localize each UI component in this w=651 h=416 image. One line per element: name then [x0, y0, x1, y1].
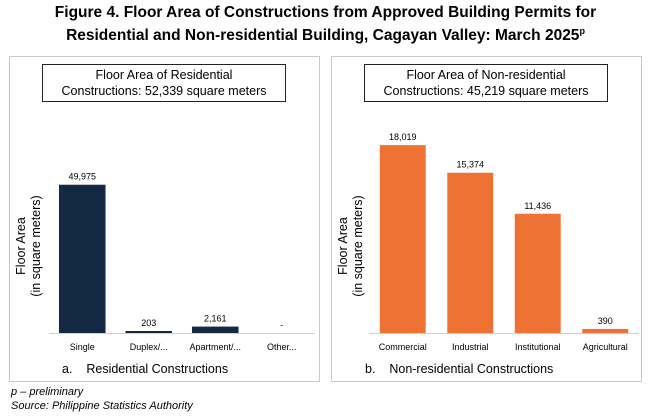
nonresidential-total-line1: Floor Area of Non-residential: [406, 68, 566, 82]
figure-title-line1: Figure 4. Floor Area of Constructions fr…: [54, 4, 597, 21]
footnote-preliminary: p – preliminary: [11, 386, 84, 398]
nonresidential-caption-marker: b.: [365, 362, 376, 376]
nonresidential-tick-label-1: Industrial: [452, 342, 489, 352]
nonresidential-bar-chart: 18,019 Commercial 15,374 Industrial 11,436 In…: [369, 132, 639, 352]
footnote-source: Source: Philippine Statistics Authority: [11, 400, 193, 412]
residential-bar-0: [58, 184, 106, 333]
residential-data-label-1: 203: [141, 318, 156, 328]
nonresidential-tick-label-2: Institutional: [515, 342, 561, 352]
nonresidential-tick-label-3: Agricultural: [583, 342, 628, 352]
nonresidential-caption: b. Non-residential Constructions: [365, 362, 553, 376]
residential-tick-label-1: Duplex/...: [130, 342, 168, 352]
nonresidential-data-label-2: 11,436: [524, 201, 551, 211]
figure-title: Figure 4. Floor Area of Constructions fr…: [0, 3, 651, 45]
nonresidential-total-box: Floor Area of Non-residential Constructi…: [364, 64, 608, 102]
figure-title-line2-text: Residential and Non-residential Building…: [66, 27, 580, 44]
nonresidential-y-axis-label: Floor Area (in square meters): [336, 176, 368, 316]
nonresidential-bar-1: [447, 172, 494, 333]
residential-tick-label-2: Apartment/...: [189, 342, 241, 352]
residential-bar-chart: 49,975 Single 203 Duplex/... 2,161 Apartment/…: [49, 172, 315, 352]
residential-data-label-0: 49,975: [68, 172, 96, 182]
nonresidential-y-axis-label-line1: Floor Area: [336, 217, 350, 275]
residential-tick-label-0: Single: [70, 342, 95, 352]
residential-data-label-2: 2,161: [204, 314, 227, 324]
residential-caption: a. Residential Constructions: [62, 362, 228, 376]
residential-y-axis-label: Floor Area (in square meters): [14, 176, 46, 316]
residential-y-axis-label-line1: Floor Area: [14, 217, 28, 275]
nonresidential-data-label-3: 390: [598, 316, 613, 326]
nonresidential-data-label-1: 15,374: [456, 160, 484, 170]
residential-caption-marker: a.: [62, 362, 73, 376]
nonresidential-tick-label-0: Commercial: [379, 342, 427, 352]
nonresidential-caption-text: Non-residential Constructions: [389, 362, 554, 376]
residential-total-line2: Constructions: 52,339 square meters: [61, 84, 267, 98]
residential-data-label-3: -: [280, 320, 283, 330]
residential-bar-1: [125, 331, 173, 333]
residential-y-axis-label-line2: (in square meters): [29, 195, 43, 297]
residential-chart-panel: 49,975 Single 203 Duplex/... 2,161 Apartment/…: [9, 56, 320, 382]
nonresidential-bar-0: [379, 145, 426, 333]
nonresidential-y-axis-label-line2: (in square meters): [351, 195, 365, 297]
residential-total-line1: Floor Area of Residential: [95, 68, 233, 82]
nonresidential-chart-panel: 18,019 Commercial 15,374 Industrial 11,436 In…: [331, 56, 642, 382]
nonresidential-bar-2: [514, 213, 561, 333]
nonresidential-total-line2: Constructions: 45,219 square meters: [383, 84, 589, 98]
residential-caption-text: Residential Constructions: [86, 362, 229, 376]
residential-tick-label-3: Other...: [267, 342, 297, 352]
nonresidential-data-label-0: 18,019: [389, 132, 417, 142]
preliminary-superscript: p: [579, 26, 585, 36]
residential-bar-2: [191, 326, 239, 333]
nonresidential-bar-3: [582, 328, 629, 333]
residential-total-box: Floor Area of Residential Constructions:…: [42, 64, 286, 102]
figure-title-line2: Residential and Non-residential Building…: [0, 22, 651, 45]
